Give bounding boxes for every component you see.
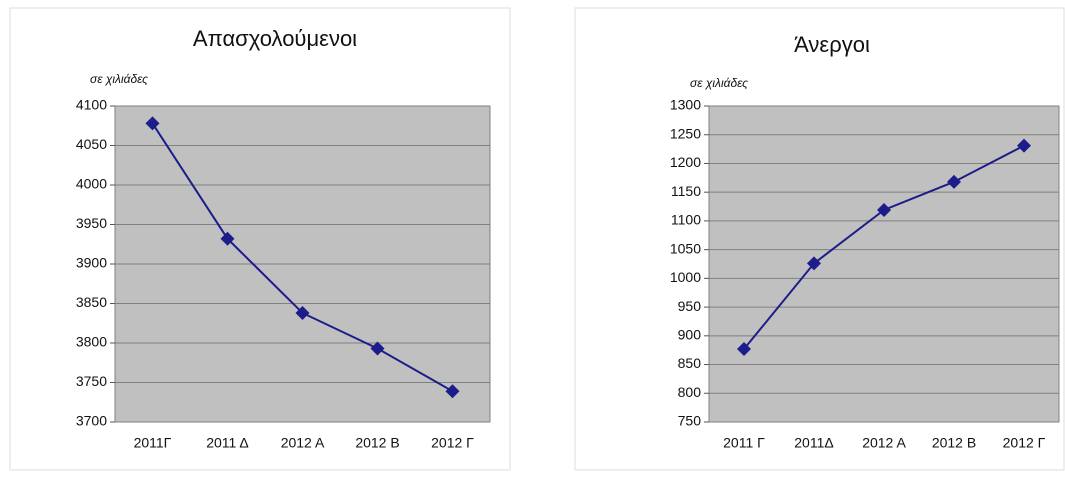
- x-tick-label: 2011Γ: [134, 435, 172, 451]
- y-tick-label: 1000: [670, 269, 701, 285]
- y-tick-label: 4050: [76, 136, 107, 152]
- chart-subtitle: σε χιλιάδες: [690, 76, 748, 90]
- y-tick-label: 1300: [670, 97, 701, 113]
- x-tick-label: 2012 Α: [862, 435, 906, 451]
- data-point: [807, 256, 821, 271]
- y-tick-label: 850: [678, 355, 702, 371]
- data-point: [295, 305, 310, 320]
- y-tick-label: 1250: [670, 125, 701, 141]
- data-point: [737, 342, 751, 357]
- y-tick-label: 1100: [671, 212, 701, 228]
- data-point: [145, 116, 160, 131]
- y-tick-label: 750: [678, 413, 702, 429]
- data-point: [445, 384, 460, 399]
- y-tick-label: 3700: [76, 413, 107, 429]
- data-point: [370, 341, 385, 356]
- x-tick-label: 2012 Α: [281, 435, 325, 451]
- x-tick-label: 2011 Γ: [723, 435, 765, 451]
- chart-subtitle: σε χιλιάδες: [90, 72, 148, 86]
- y-tick-label: 4100: [76, 97, 107, 113]
- y-tick-label: 800: [678, 384, 702, 400]
- y-tick-label: 3750: [76, 373, 107, 389]
- y-tick-label: 1050: [670, 240, 701, 256]
- x-tick-label: 2011 Δ: [206, 435, 249, 451]
- y-tick-label: 3850: [76, 294, 107, 310]
- x-tick-label: 2012 Γ: [431, 435, 474, 451]
- x-tick-label: 2012 Β: [355, 435, 399, 451]
- y-tick-label: 4000: [76, 176, 107, 192]
- x-tick-label: 2011Δ: [794, 435, 833, 451]
- x-tick-label: 2012 Γ: [1003, 435, 1046, 451]
- y-tick-label: 3800: [76, 334, 107, 350]
- plot-area: [708, 105, 1060, 423]
- y-tick-label: 3950: [76, 215, 107, 231]
- y-tick-label: 3900: [76, 255, 107, 271]
- data-point: [877, 202, 891, 217]
- y-tick-label: 1150: [671, 183, 701, 199]
- x-tick-label: 2012 Β: [932, 435, 976, 451]
- y-tick-label: 1200: [670, 154, 701, 170]
- chart-title: Απασχολούμενοι: [193, 26, 357, 51]
- y-tick-label: 950: [678, 298, 702, 314]
- y-tick-label: 900: [678, 327, 702, 343]
- chart-title: Άνεργοι: [794, 32, 870, 57]
- data-point: [220, 231, 235, 246]
- data-point: [947, 174, 961, 189]
- data-point: [1017, 138, 1031, 153]
